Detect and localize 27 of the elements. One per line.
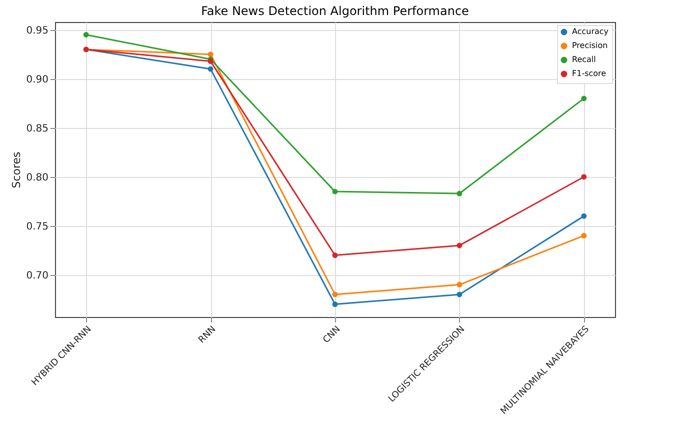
legend-label: Precision <box>572 41 608 50</box>
y-tick-label: 0.95 <box>26 25 48 36</box>
chart-title: Fake News Detection Algorithm Performance <box>201 4 469 18</box>
point <box>581 96 587 102</box>
point <box>456 242 462 248</box>
point <box>581 174 587 180</box>
y-tick-label: 0.80 <box>26 172 48 184</box>
point <box>332 302 338 307</box>
y-tick-label: 0.70 <box>26 270 48 282</box>
point <box>332 188 338 194</box>
point <box>332 252 338 258</box>
point <box>581 213 587 219</box>
legend-label: Recall <box>572 55 596 64</box>
point <box>581 232 587 238</box>
y-tick-label: 0.90 <box>26 74 48 86</box>
point <box>208 52 214 58</box>
point <box>83 32 89 38</box>
point <box>332 292 338 298</box>
point <box>456 190 462 196</box>
point <box>208 66 214 72</box>
y-tick-label: 0.75 <box>26 221 48 232</box>
y-tick-label: 0.85 <box>26 123 48 134</box>
legend-label: F1-score <box>572 69 606 78</box>
y-axis-title: Scores <box>10 151 24 188</box>
legend-label: Accuracy <box>572 27 609 36</box>
point <box>456 292 462 298</box>
point <box>456 282 462 288</box>
